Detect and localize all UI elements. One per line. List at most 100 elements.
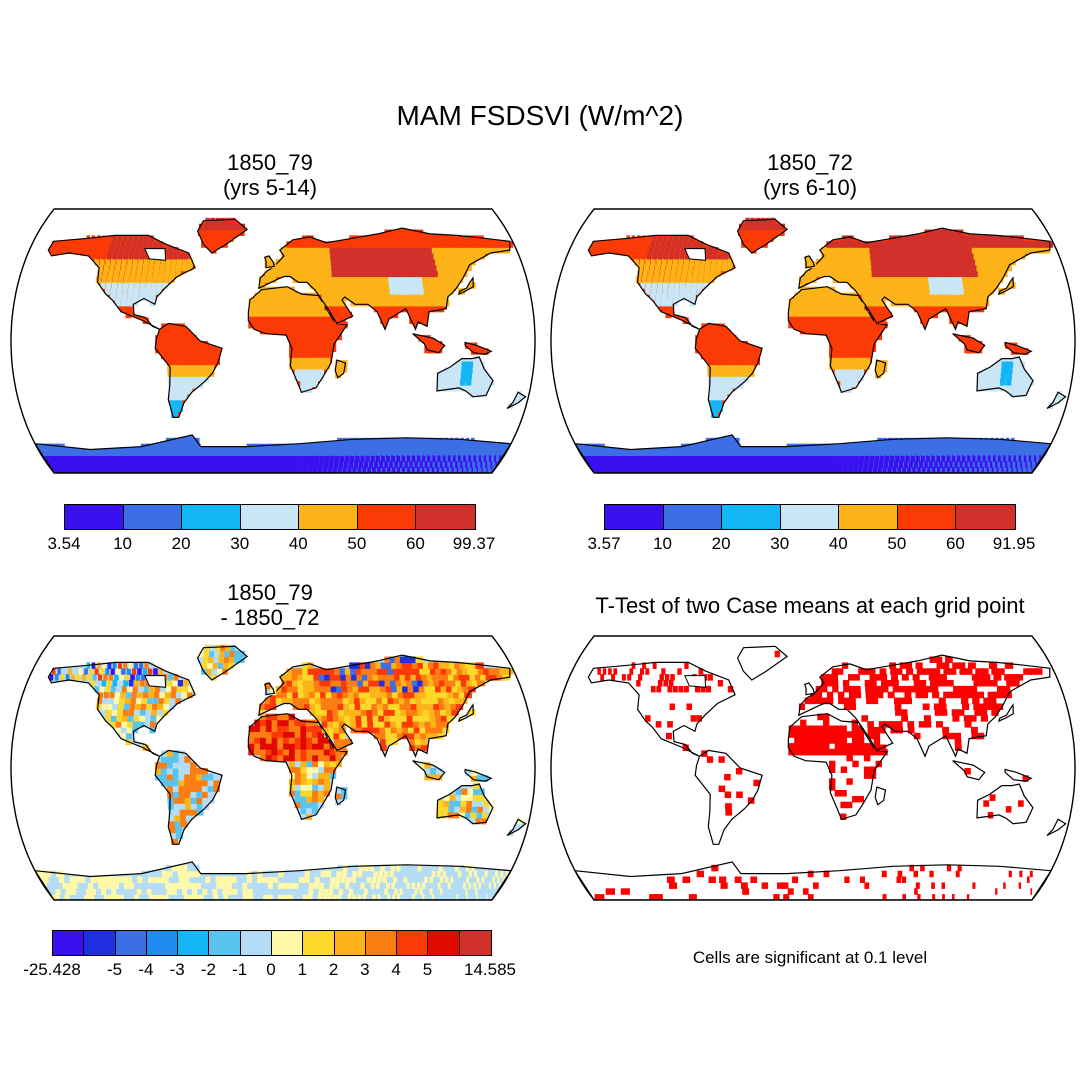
grid-cell: [49, 674, 54, 681]
grid-cell: [709, 393, 716, 401]
grid-cell: [119, 674, 124, 681]
coastline: [196, 218, 249, 254]
grid-cell: [652, 276, 658, 283]
grid-cell: [424, 258, 432, 266]
grid-cell: [184, 791, 192, 798]
grid-cell: [938, 241, 946, 248]
grid-cell: [271, 731, 278, 738]
grid-cell: [666, 305, 672, 313]
grid-cell: [168, 894, 177, 900]
grid-cell: [288, 876, 295, 883]
grid-cell: [428, 253, 436, 260]
grid-cell: [437, 455, 441, 462]
grid-cell: [211, 668, 218, 675]
grid-cell: [846, 310, 853, 317]
grid-cell: [326, 709, 334, 716]
grid-cell: [703, 467, 712, 473]
grid-cell: [973, 276, 981, 283]
grid-cell: [984, 461, 988, 468]
grid-cell: [318, 772, 325, 779]
grid-cell: [50, 888, 61, 895]
grid-cell: [168, 809, 175, 816]
grid-cell: [859, 253, 866, 260]
grid-cell: [111, 282, 118, 289]
grid-cell: [332, 715, 340, 722]
grid-cell: [987, 812, 994, 819]
grid-cell: [377, 467, 381, 473]
grid-cell: [195, 346, 203, 354]
grid-cell: [213, 229, 219, 236]
grid-cell: [153, 449, 161, 456]
grid-cell: [75, 888, 85, 895]
grid-cell: [309, 449, 315, 456]
grid-cell: [67, 882, 77, 889]
grid-cell: [829, 351, 836, 358]
grid-cell: [92, 674, 97, 681]
coastline: [997, 703, 1014, 723]
grid-cell: [199, 449, 207, 456]
grid-cell: [1007, 361, 1014, 368]
grid-cell: [172, 346, 180, 354]
grid-cell: [317, 795, 324, 803]
grid-cell: [434, 282, 442, 289]
grid-cell: [1033, 668, 1043, 675]
grid-cell: [193, 443, 201, 451]
grid-cell: [1005, 437, 1010, 445]
grid-cell: [1006, 467, 1009, 473]
grid-cell: [74, 894, 84, 900]
grid-cell: [938, 697, 946, 705]
coastline: [787, 286, 889, 394]
grid-cell: [163, 876, 171, 883]
grid-cell: [451, 894, 454, 900]
grid-cell: [155, 768, 162, 775]
grid-cell: [81, 674, 86, 681]
grid-cell: [221, 882, 229, 889]
grid-cell: [408, 305, 416, 313]
grid-cell: [870, 685, 878, 693]
grid-cell: [283, 748, 290, 756]
grid-cell: [309, 264, 316, 272]
grid-cell: [318, 668, 325, 675]
grid-cell: [174, 393, 182, 401]
grid-cell: [857, 298, 864, 305]
grid-cell: [866, 282, 874, 289]
grid-cell: [264, 255, 271, 263]
grid-cell: [158, 697, 164, 705]
grid-cell: [890, 241, 898, 248]
grid-cell: [333, 299, 340, 307]
grid-cell: [355, 715, 363, 722]
grid-cell: [500, 443, 504, 451]
grid-cell: [466, 449, 469, 456]
grid-cell: [307, 467, 313, 473]
grid-cell: [415, 229, 424, 236]
grid-cell: [977, 270, 986, 278]
grid-cell: [141, 697, 148, 705]
grid-cell: [786, 449, 793, 456]
grid-cell: [247, 461, 254, 468]
grid-cell: [289, 748, 296, 756]
grid-cell: [358, 691, 366, 699]
grid-cell: [170, 882, 178, 889]
grid-cell: [376, 241, 384, 248]
grid-cell: [312, 772, 319, 779]
grid-cell: [878, 282, 885, 289]
grid-cell: [309, 691, 316, 699]
grid-cell: [96, 461, 105, 468]
grid-cell: [421, 674, 429, 681]
grid-cell: [585, 461, 596, 468]
grid-cell: [739, 223, 744, 231]
grid-cell: [207, 346, 214, 354]
grid-cell: [201, 346, 209, 354]
grid-cell: [177, 253, 183, 260]
grid-cell: [270, 261, 277, 269]
grid-cell: [53, 876, 63, 883]
grid-cell: [977, 455, 981, 462]
grid-cell: [398, 668, 406, 675]
colorbar-difference-swatch: [428, 931, 460, 955]
grid-cell: [168, 449, 176, 456]
grid-cell: [659, 247, 664, 254]
grid-cell: [129, 276, 135, 283]
grid-cell: [310, 870, 316, 878]
grid-cell: [111, 461, 120, 468]
grid-cell: [916, 270, 924, 278]
